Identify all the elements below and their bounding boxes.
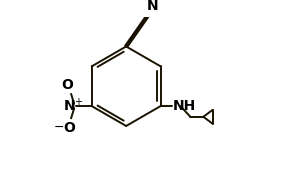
Text: O: O bbox=[61, 78, 73, 91]
Text: N: N bbox=[147, 0, 158, 13]
Text: +: + bbox=[74, 97, 82, 107]
Text: N: N bbox=[64, 99, 76, 113]
Text: −: − bbox=[54, 121, 64, 134]
Text: O: O bbox=[64, 121, 75, 135]
Text: NH: NH bbox=[173, 99, 196, 113]
